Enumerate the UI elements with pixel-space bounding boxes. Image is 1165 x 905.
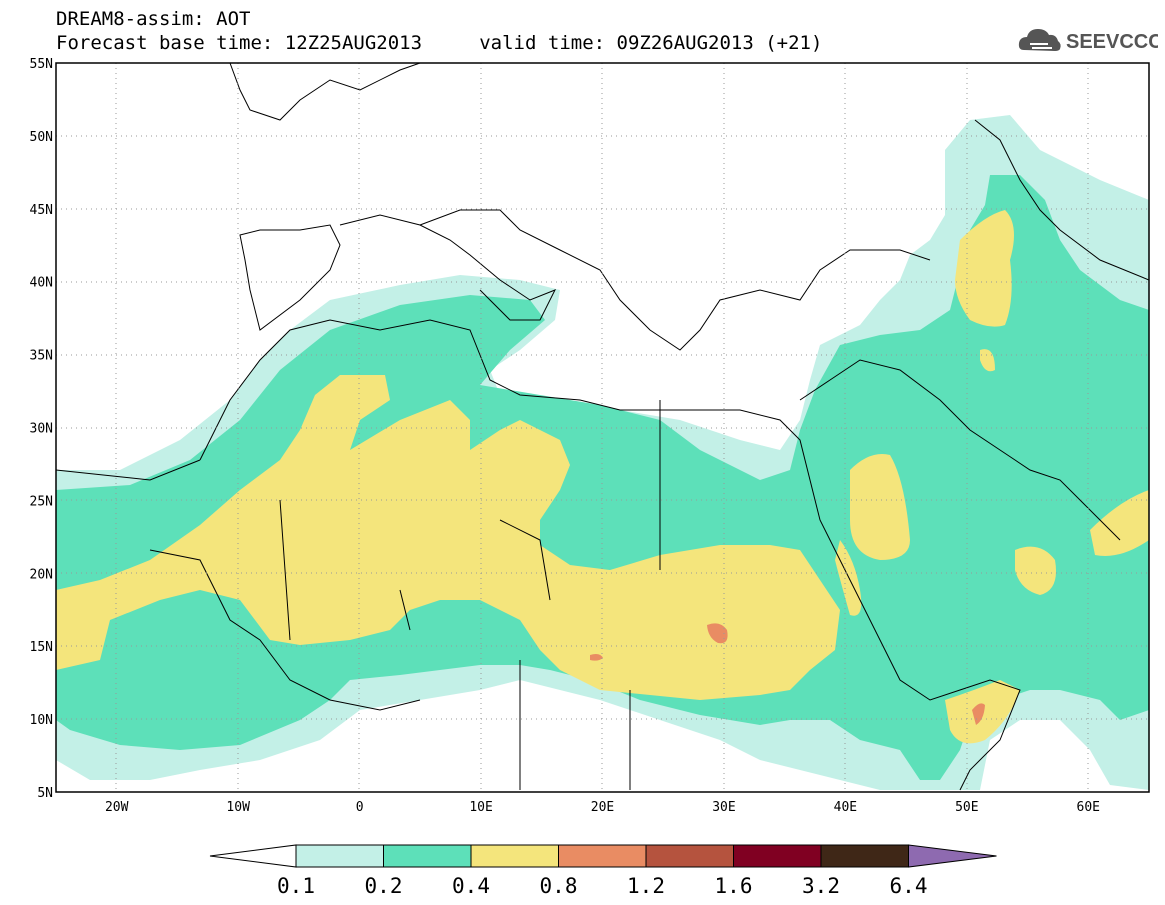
lat-label: 55N [30, 57, 53, 72]
legend-swatch [383, 844, 472, 868]
lat-label: 35N [30, 349, 53, 364]
lon-label: 0 [356, 800, 364, 815]
legend-swatch [470, 844, 559, 868]
legend-swatch [295, 844, 384, 868]
map-title: DREAM8-assim: AOT [56, 8, 251, 30]
coastlines [56, 63, 1149, 791]
map-frame [55, 62, 1150, 793]
lon-label: 20E [591, 800, 614, 815]
legend-swatch [645, 844, 734, 868]
lon-label: 20W [105, 800, 129, 815]
lon-label: 50E [955, 800, 978, 815]
lat-label: 5N [37, 786, 53, 801]
forecast-times: Forecast base time: 12Z25AUG2013 valid t… [56, 32, 823, 54]
lon-label: 40E [834, 800, 857, 815]
legend-tick-label: 0.8 [540, 874, 578, 898]
cloud-icon [1018, 29, 1061, 51]
longitude-labels: 20W 10W 0 10E 20E 30E 40E 50E 60E [105, 800, 1100, 815]
legend-arrow-high [908, 844, 997, 868]
lon-label: 10E [469, 800, 492, 815]
graticule [56, 63, 1149, 792]
legend-swatch [558, 844, 647, 868]
legend-arrow-low [209, 844, 297, 868]
legend-tick-label: 0.2 [365, 874, 403, 898]
latitude-labels: 55N 50N 45N 40N 35N 30N 25N 20N 15N 10N 5N [30, 57, 53, 801]
legend-tick-label: 0.4 [452, 874, 490, 898]
aot-legend: 0.1 0.2 0.4 0.8 1.2 1.6 3.2 6.4 [209, 844, 997, 898]
legend-swatch [733, 844, 822, 868]
legend-tick-label: 0.1 [277, 874, 315, 898]
lat-label: 40N [30, 276, 53, 291]
lon-label: 10W [226, 800, 250, 815]
lat-label: 45N [30, 203, 53, 218]
logo-text: SEEVCCC [1066, 31, 1158, 53]
legend-swatch [820, 844, 909, 868]
aot-band-0.8-1.2 [590, 623, 985, 725]
lat-label: 30N [30, 422, 53, 437]
legend-tick-label: 1.2 [627, 874, 665, 898]
lat-label: 25N [30, 494, 53, 509]
lat-label: 20N [30, 567, 53, 582]
legend-tick-label: 1.6 [715, 874, 753, 898]
lon-label: 30E [712, 800, 735, 815]
lat-label: 10N [30, 713, 53, 728]
aot-band-0.4-0.8 [56, 210, 1149, 744]
lon-label: 60E [1077, 800, 1100, 815]
legend-tick-label: 3.2 [802, 874, 840, 898]
lat-label: 15N [30, 640, 53, 655]
lat-label: 50N [30, 130, 53, 145]
seevccc-logo: SEEVCCC [1018, 29, 1158, 53]
legend-tick-label: 6.4 [890, 874, 928, 898]
